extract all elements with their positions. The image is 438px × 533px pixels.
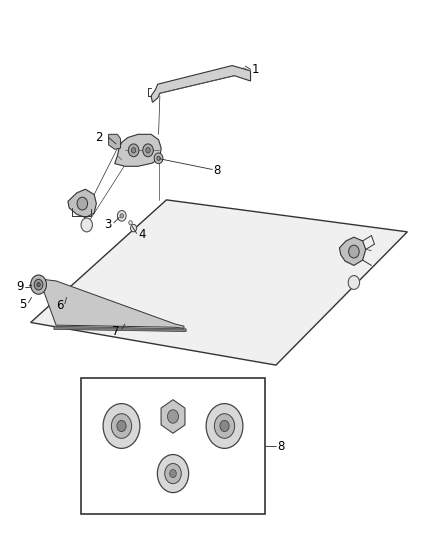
Text: 3: 3: [104, 219, 112, 231]
Circle shape: [77, 197, 88, 210]
Circle shape: [31, 275, 46, 294]
Circle shape: [206, 403, 243, 448]
Text: 8: 8: [214, 164, 221, 177]
Circle shape: [120, 214, 124, 218]
Circle shape: [167, 410, 179, 423]
Text: 5: 5: [19, 298, 26, 311]
Circle shape: [157, 156, 160, 160]
Circle shape: [131, 148, 136, 153]
Circle shape: [170, 470, 177, 478]
Circle shape: [214, 414, 235, 438]
Circle shape: [154, 153, 163, 164]
Text: 2: 2: [95, 131, 103, 144]
Polygon shape: [39, 279, 184, 328]
Circle shape: [348, 276, 360, 289]
Polygon shape: [115, 134, 161, 166]
Circle shape: [117, 421, 126, 432]
Polygon shape: [68, 189, 96, 217]
Circle shape: [157, 455, 189, 492]
Text: 4: 4: [138, 228, 145, 241]
Circle shape: [146, 148, 150, 153]
Polygon shape: [31, 200, 407, 365]
Text: 1: 1: [252, 63, 259, 76]
Circle shape: [37, 282, 40, 287]
Polygon shape: [54, 326, 186, 332]
Circle shape: [111, 414, 131, 438]
Circle shape: [117, 211, 126, 221]
Polygon shape: [109, 134, 120, 149]
Text: 9: 9: [17, 280, 24, 293]
Circle shape: [81, 218, 92, 232]
Bar: [81, 378, 265, 514]
Circle shape: [128, 144, 139, 157]
Circle shape: [129, 221, 132, 225]
Circle shape: [131, 224, 137, 232]
Text: 6: 6: [56, 300, 64, 312]
Polygon shape: [151, 66, 251, 102]
Circle shape: [220, 421, 229, 432]
Circle shape: [165, 464, 181, 483]
Circle shape: [143, 144, 153, 157]
Text: 7: 7: [112, 325, 119, 338]
Polygon shape: [339, 237, 366, 265]
Circle shape: [349, 245, 359, 258]
Circle shape: [103, 403, 140, 448]
Text: 8: 8: [277, 440, 285, 453]
Circle shape: [34, 279, 43, 290]
Polygon shape: [161, 400, 185, 433]
